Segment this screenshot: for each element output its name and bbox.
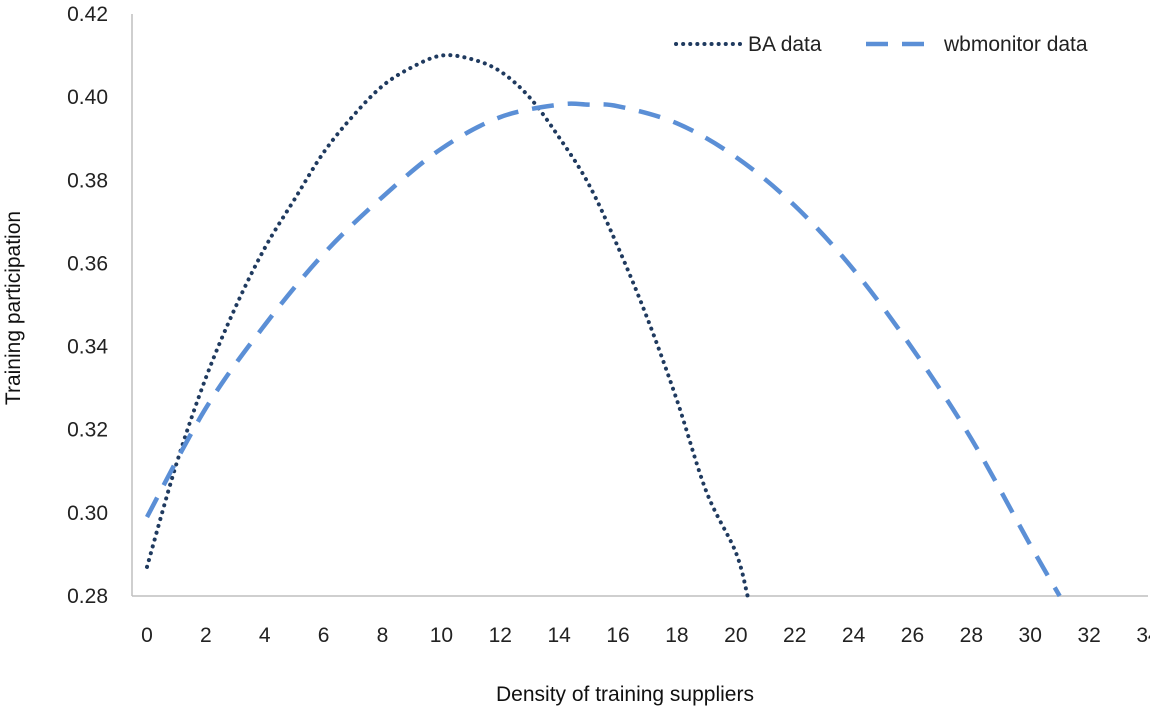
y-tick-labels: 0.28 0.30 0.32 0.34 0.36 0.38 0.40 0.42 bbox=[67, 3, 108, 608]
x-tick-label: 8 bbox=[377, 624, 389, 647]
x-tick-label: 2 bbox=[200, 624, 212, 647]
x-tick-label: 12 bbox=[489, 624, 512, 647]
y-axis-label: Training participation bbox=[2, 211, 25, 405]
series-line-ba-data bbox=[145, 53, 750, 598]
x-tick-label: 16 bbox=[606, 624, 629, 647]
x-tick-label: 28 bbox=[960, 624, 983, 647]
x-tick-label: 34 bbox=[1136, 624, 1150, 647]
x-axis-label: Density of training suppliers bbox=[496, 683, 754, 706]
y-tick-label: 0.32 bbox=[67, 419, 108, 442]
x-tick-label: 14 bbox=[547, 624, 571, 647]
series-layer bbox=[145, 53, 1062, 598]
y-tick-label: 0.30 bbox=[67, 502, 108, 525]
x-tick-label: 0 bbox=[141, 624, 153, 647]
y-tick-label: 0.28 bbox=[67, 585, 108, 608]
y-tick-label: 0.40 bbox=[67, 86, 108, 109]
x-tick-label: 4 bbox=[259, 624, 271, 647]
x-tick-label: 26 bbox=[901, 624, 924, 647]
y-tick-label: 0.38 bbox=[67, 169, 108, 192]
x-tick-label: 20 bbox=[724, 624, 747, 647]
legend: BA data wbmonitor data bbox=[674, 33, 1088, 56]
y-tick-label: 0.36 bbox=[67, 252, 108, 275]
x-tick-label: 22 bbox=[783, 624, 806, 647]
legend-label-ba-data: BA data bbox=[748, 33, 822, 56]
x-tick-label: 10 bbox=[430, 624, 453, 647]
y-tick-label: 0.34 bbox=[67, 336, 108, 359]
plot-area bbox=[131, 14, 1148, 598]
series-line-wbmonitor-data bbox=[145, 101, 1062, 598]
x-tick-label: 6 bbox=[318, 624, 330, 647]
y-tick-label: 0.42 bbox=[67, 3, 108, 26]
x-tick-label: 32 bbox=[1077, 624, 1100, 647]
legend-label-wbmonitor-data: wbmonitor data bbox=[943, 33, 1088, 56]
x-tick-label: 18 bbox=[665, 624, 688, 647]
x-tick-label: 30 bbox=[1019, 624, 1042, 647]
x-tick-label: 24 bbox=[842, 624, 866, 647]
x-tick-labels: 0246810121416182022242628303234 bbox=[141, 624, 1150, 647]
